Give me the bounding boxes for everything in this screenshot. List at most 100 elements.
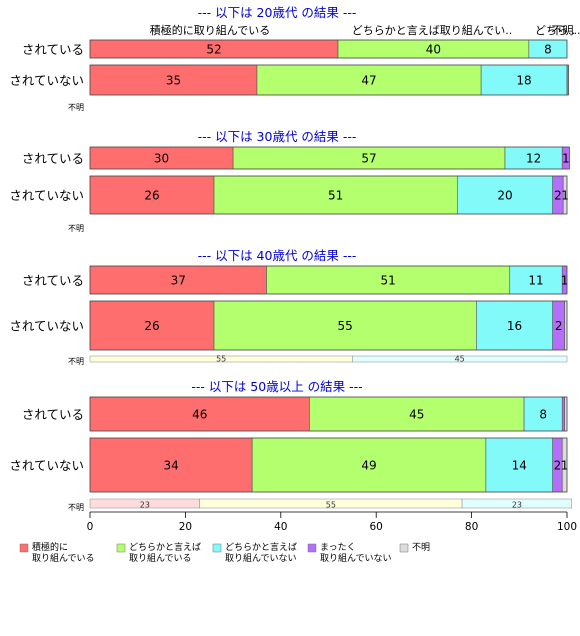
bar-segment bbox=[564, 300, 568, 351]
legend-swatch bbox=[19, 543, 29, 553]
bar-value-label: 30 bbox=[154, 152, 169, 166]
row-label: されていない bbox=[9, 319, 84, 334]
legend: 積極的に取り組んでいる どちらかと言えば取り組んでいる どちらかと言えば取り組んでい… bbox=[19, 541, 430, 564]
bar-value-label: 1 bbox=[561, 459, 569, 473]
row-label: されている bbox=[22, 42, 84, 57]
bar-value-label: 57 bbox=[361, 152, 376, 166]
group-title: --- 以下は 30歳代 の結果 --- bbox=[198, 129, 357, 144]
bar-value-label: 46 bbox=[192, 408, 207, 422]
bar-segment bbox=[485, 437, 553, 493]
bar-value-label: 12 bbox=[526, 152, 541, 166]
group-title: --- 以下は 20歳代 の結果 --- bbox=[198, 5, 357, 20]
x-tick-label: 0 bbox=[87, 521, 94, 533]
unknown-bar-value-label: 45 bbox=[455, 355, 465, 364]
unknown-bar-value-label: 55 bbox=[216, 355, 226, 364]
bar-value-label: 26 bbox=[144, 319, 159, 333]
group-title: --- 以下は 50歳以上 の結果 --- bbox=[191, 379, 362, 394]
category-header-label: 積極的に取り組んでいる bbox=[150, 23, 270, 37]
plot-area: 積極的に取り組んでいる どちらかと言えば取り組んでい.. どちら..不明.. --- … bbox=[9, 5, 580, 512]
bar-outline bbox=[89, 396, 568, 432]
bar-value-label: 52 bbox=[206, 43, 221, 57]
unknown-row-label: 不明 bbox=[68, 503, 84, 512]
unknown-bar-segment bbox=[461, 498, 573, 509]
bar-outline bbox=[89, 39, 568, 59]
legend-label: 不明 bbox=[412, 542, 430, 553]
unknown-row-label: 不明 bbox=[68, 357, 84, 366]
bar-value-label: 1 bbox=[562, 152, 570, 166]
row-label: されている bbox=[22, 407, 84, 422]
bar-value-label: 16 bbox=[507, 319, 522, 333]
bar-outline bbox=[89, 64, 569, 96]
bar-segment bbox=[89, 175, 215, 215]
bar-value-label: 35 bbox=[166, 74, 181, 88]
bar-value-label: 55 bbox=[338, 319, 353, 333]
bar-value-label: 2 bbox=[554, 459, 562, 473]
bar-value-label: 1 bbox=[561, 189, 569, 203]
category-header-label: 不明.. bbox=[552, 24, 580, 37]
x-tick-label: 20 bbox=[179, 521, 192, 533]
bar-segment bbox=[89, 396, 310, 432]
bar-value-label: 34 bbox=[163, 459, 178, 473]
bar-segment bbox=[213, 175, 458, 215]
row-label: されていない bbox=[9, 73, 84, 88]
bar-value-label: 45 bbox=[409, 408, 424, 422]
bar-value-label: 47 bbox=[361, 74, 376, 88]
bar-value-label: 18 bbox=[516, 74, 531, 88]
unknown-row-label: 不明 bbox=[68, 103, 84, 112]
bar-value-label: 49 bbox=[361, 459, 376, 473]
category-header-label: どちらかと言えば取り組んでい.. bbox=[352, 24, 512, 37]
unknown-row-label: 不明 bbox=[68, 224, 84, 233]
unknown-bar-value-label: 55 bbox=[326, 501, 336, 510]
x-tick-label: 80 bbox=[465, 521, 478, 533]
x-tick-label: 100 bbox=[557, 521, 577, 533]
bar-value-label: 20 bbox=[497, 189, 512, 203]
category-header-label: どちら.. bbox=[535, 24, 575, 37]
bar-segment bbox=[523, 396, 563, 432]
x-axis: 0 20 40 60 80 100 bbox=[87, 511, 577, 533]
legend-label: どちらかと言えば取り組んでいない bbox=[225, 541, 297, 564]
row-label: されていない bbox=[9, 458, 84, 473]
bar-value-label: 2 bbox=[555, 319, 563, 333]
bar-segment bbox=[89, 265, 267, 295]
row-label: されている bbox=[22, 151, 84, 166]
row-label: されている bbox=[22, 273, 84, 288]
x-tick-label: 40 bbox=[274, 521, 287, 533]
bar-outline bbox=[89, 300, 568, 351]
legend-label: まったく取り組んでいない bbox=[320, 542, 392, 564]
bar-value-label: 40 bbox=[426, 43, 441, 57]
bar-segment bbox=[89, 64, 258, 96]
bar-outline bbox=[89, 175, 568, 215]
bar-value-label: 51 bbox=[380, 274, 395, 288]
legend-label: どちらかと言えば取り組んでいる bbox=[129, 541, 201, 564]
x-tick-label: 60 bbox=[370, 521, 383, 533]
bar-value-label: 1 bbox=[561, 274, 569, 288]
bar-value-label: 2 bbox=[554, 189, 562, 203]
bar-value-label: 11 bbox=[528, 274, 543, 288]
bar-segment bbox=[89, 437, 253, 493]
bar-segment bbox=[561, 396, 565, 432]
group-title: --- 以下は 40歳代 の結果 --- bbox=[198, 248, 357, 263]
bar-value-label: 8 bbox=[544, 43, 552, 57]
bar-segment bbox=[476, 300, 553, 351]
unknown-bar-value-label: 23 bbox=[512, 501, 522, 510]
bar-outline bbox=[89, 146, 570, 170]
bar-outline bbox=[89, 265, 568, 295]
unknown-bar-segment bbox=[352, 355, 568, 363]
bar-outline bbox=[89, 437, 568, 493]
bar-segment bbox=[564, 396, 568, 432]
bar-value-label: 8 bbox=[539, 408, 547, 422]
legend-swatch bbox=[212, 543, 222, 553]
legend-swatch bbox=[307, 543, 317, 553]
bar-segment bbox=[89, 300, 215, 351]
bar-segment bbox=[256, 64, 482, 96]
legend-swatch bbox=[116, 543, 126, 553]
bar-segment bbox=[456, 175, 553, 215]
unknown-bar-value-label: 23 bbox=[140, 501, 150, 510]
bar-segment bbox=[266, 265, 511, 295]
bar-value-label: 26 bbox=[144, 189, 159, 203]
bar-segment bbox=[251, 437, 487, 493]
bar-value-label: 14 bbox=[512, 459, 527, 473]
legend-swatch bbox=[399, 543, 409, 553]
bar-segment bbox=[309, 396, 525, 432]
